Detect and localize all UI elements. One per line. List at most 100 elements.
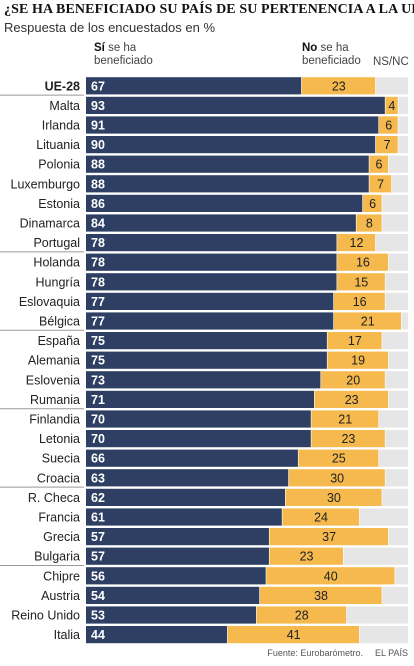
- bar-nsnc: [398, 116, 408, 134]
- legend-yes-text-1: se ha: [104, 42, 137, 54]
- bar-no: [314, 390, 389, 408]
- bar-nsnc: [385, 292, 408, 310]
- category-label: Suecia: [42, 452, 80, 466]
- category-label: Estonia: [38, 197, 80, 211]
- bar-nsnc: [391, 175, 408, 193]
- chart-subtitle: Respuesta de los encuestados en %: [4, 20, 216, 35]
- category-label: Luxemburgo: [11, 177, 81, 191]
- value-label-no: 6: [369, 197, 376, 211]
- bar-no: [337, 273, 385, 291]
- category-label: Letonia: [39, 432, 80, 446]
- bar-yes: [86, 96, 385, 114]
- value-label-yes: 70: [91, 413, 105, 427]
- bar-nsnc: [388, 390, 408, 408]
- value-label-no: 37: [322, 530, 336, 544]
- bar-yes: [86, 292, 334, 310]
- category-label: Polonia: [38, 158, 80, 172]
- value-label-no: 6: [385, 119, 392, 133]
- bar-yes: [86, 136, 376, 154]
- bar-yes: [86, 312, 334, 330]
- bar-yes: [86, 351, 327, 369]
- bar-yes: [86, 567, 266, 585]
- bar-nsnc: [382, 332, 408, 350]
- category-label: Hungría: [36, 275, 81, 289]
- category-label: UE-28: [45, 79, 80, 93]
- value-label-yes: 56: [91, 569, 105, 583]
- bar-no: [385, 96, 398, 114]
- category-label: Bélgica: [39, 315, 80, 329]
- value-label-yes: 71: [91, 393, 105, 407]
- value-label-no: 12: [350, 236, 364, 250]
- bar-no: [362, 194, 382, 212]
- value-label-yes: 54: [91, 589, 105, 603]
- category-label: Chipre: [43, 569, 80, 583]
- value-label-yes: 62: [91, 491, 105, 505]
- bar-no: [259, 586, 382, 604]
- category-label: Finlandia: [29, 413, 80, 427]
- value-label-yes: 78: [91, 275, 105, 289]
- bar-yes: [86, 488, 286, 506]
- value-label-no: 40: [324, 569, 338, 583]
- bar-no: [227, 626, 360, 644]
- bar-nsnc: [385, 371, 408, 389]
- bar-yes: [86, 194, 363, 212]
- category-label: R. Checa: [28, 491, 80, 505]
- category-label: Italia: [54, 628, 80, 642]
- bar-yes: [86, 547, 269, 565]
- category-label: Croacia: [37, 471, 80, 485]
- bar-nsnc: [382, 586, 408, 604]
- value-label-yes: 90: [91, 138, 105, 152]
- value-label-yes: 93: [91, 99, 105, 113]
- bar-nsnc: [388, 528, 408, 546]
- value-label-no: 28: [295, 609, 309, 623]
- value-label-yes: 73: [91, 373, 105, 387]
- bar-no: [333, 292, 385, 310]
- category-label: Grecia: [43, 530, 80, 544]
- category-label: Austria: [41, 589, 80, 603]
- bar-nsnc: [359, 508, 408, 526]
- credit-text: EL PAÍS: [374, 648, 408, 658]
- category-label: España: [38, 334, 80, 348]
- value-label-yes: 84: [91, 217, 105, 231]
- value-label-no: 7: [384, 138, 391, 152]
- category-label: Holanda: [33, 256, 80, 270]
- bar-yes: [86, 332, 327, 350]
- value-label-no: 30: [327, 491, 341, 505]
- value-label-no: 30: [330, 471, 344, 485]
- category-label: Alemania: [28, 354, 80, 368]
- bar-no: [285, 488, 382, 506]
- value-label-no: 17: [348, 334, 362, 348]
- bar-nsnc: [385, 430, 408, 448]
- bar-no: [333, 312, 401, 330]
- value-label-no: 19: [351, 354, 365, 368]
- category-label: Lituania: [36, 138, 80, 152]
- bar-nsnc: [359, 626, 408, 644]
- value-label-yes: 63: [91, 471, 105, 485]
- bar-no: [288, 469, 385, 487]
- value-label-no: 25: [332, 452, 346, 466]
- bar-no: [327, 332, 382, 350]
- bar-no: [356, 214, 382, 232]
- legend-nsnc: NS/NC: [373, 56, 409, 68]
- bar-no: [379, 116, 398, 134]
- bar-nsnc: [382, 214, 408, 232]
- bar-nsnc: [346, 606, 408, 624]
- bar-no: [311, 410, 379, 428]
- bar-nsnc: [401, 312, 408, 330]
- bar-no: [282, 508, 360, 526]
- value-label-yes: 86: [91, 197, 105, 211]
- value-label-yes: 66: [91, 452, 105, 466]
- value-label-no: 38: [314, 589, 328, 603]
- value-label-no: 23: [345, 393, 359, 407]
- value-label-yes: 75: [91, 334, 105, 348]
- value-label-no: 15: [354, 275, 368, 289]
- value-label-yes: 88: [91, 158, 105, 172]
- category-label: Rumania: [30, 393, 80, 407]
- category-label: Bulgaria: [34, 550, 80, 564]
- value-label-no: 16: [356, 256, 370, 270]
- category-label: Francia: [38, 511, 80, 525]
- value-label-no: 24: [314, 511, 328, 525]
- bar-yes: [86, 253, 337, 271]
- bar-nsnc: [382, 194, 408, 212]
